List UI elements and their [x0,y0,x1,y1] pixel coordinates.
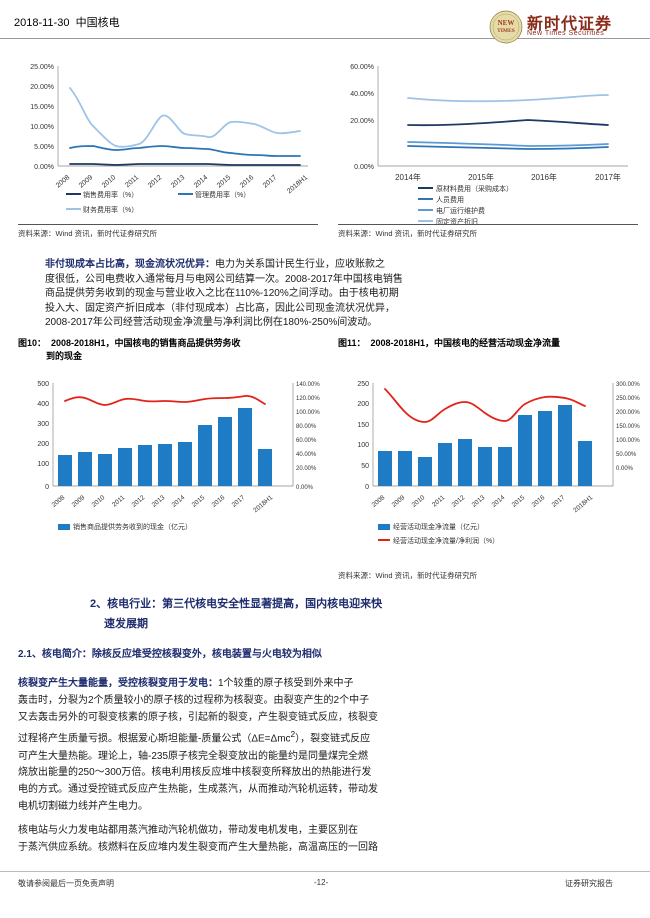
svg-text:电厂运行维护费: 电厂运行维护费 [436,206,485,215]
svg-text:2017: 2017 [231,494,247,509]
svg-text:2011: 2011 [431,494,447,509]
svg-text:40.00%: 40.00% [350,91,374,98]
svg-text:200.00%: 200.00% [616,410,640,416]
svg-text:5.00%: 5.00% [34,144,54,151]
svg-text:2012: 2012 [147,174,164,189]
svg-text:250: 250 [357,381,369,388]
svg-text:2011: 2011 [111,494,127,509]
svg-text:经营活动现金净流量/净利润（%）: 经营活动现金净流量/净利润（%） [393,536,499,545]
svg-text:原材料费用（采购成本）: 原材料费用（采购成本） [436,184,513,193]
svg-text:80.00%: 80.00% [296,424,317,430]
svg-text:2015: 2015 [191,494,207,509]
svg-text:2018H1: 2018H1 [286,174,309,195]
svg-text:2015年: 2015年 [468,172,494,182]
svg-text:经营活动现金净流量（亿元）: 经营活动现金净流量（亿元） [393,522,484,531]
svg-text:100.00%: 100.00% [616,438,640,444]
svg-text:50.00%: 50.00% [616,452,637,458]
svg-text:200: 200 [357,401,369,408]
svg-text:15.00%: 15.00% [30,104,54,111]
svg-text:0.00%: 0.00% [616,466,634,472]
svg-text:2011: 2011 [124,174,140,189]
svg-text:140.00%: 140.00% [296,382,320,388]
svg-text:20.00%: 20.00% [350,118,374,125]
svg-text:10.00%: 10.00% [30,124,54,131]
svg-text:50: 50 [361,463,369,470]
svg-text:40.00%: 40.00% [296,452,317,458]
svg-text:0: 0 [45,484,49,491]
svg-text:2013: 2013 [170,174,187,189]
svg-text:300.00%: 300.00% [616,382,640,388]
svg-text:25.00%: 25.00% [30,64,54,71]
svg-text:100.00%: 100.00% [296,410,320,416]
svg-text:2016: 2016 [531,494,547,509]
svg-text:2010: 2010 [101,174,118,189]
svg-text:300: 300 [37,421,49,428]
svg-text:2009: 2009 [391,494,407,509]
svg-text:20.00%: 20.00% [296,466,317,472]
svg-text:0.00%: 0.00% [34,164,54,171]
svg-text:财务费用率（%）: 财务费用率（%） [83,205,138,214]
svg-text:2017年: 2017年 [595,172,621,182]
svg-text:2016: 2016 [211,494,227,509]
svg-text:20.00%: 20.00% [30,84,54,91]
svg-text:2018H1: 2018H1 [252,494,274,514]
svg-text:500: 500 [37,381,49,388]
svg-text:100: 100 [357,442,369,449]
svg-text:60.00%: 60.00% [350,64,374,71]
svg-text:2014: 2014 [171,494,187,509]
svg-text:2013: 2013 [471,494,487,509]
svg-text:2010: 2010 [411,494,427,509]
svg-text:2009: 2009 [78,174,95,189]
svg-text:2014: 2014 [491,494,507,509]
svg-text:2014: 2014 [193,174,210,189]
svg-text:销售费用率（%）: 销售费用率（%） [83,190,138,199]
svg-text:150: 150 [357,422,369,429]
svg-text:TIMES: TIMES [497,28,515,34]
svg-text:2008: 2008 [51,494,67,509]
svg-text:150.00%: 150.00% [616,424,640,430]
svg-text:销售商品提供劳务收到的现金（亿元）: 销售商品提供劳务收到的现金（亿元） [73,522,192,531]
svg-text:250.00%: 250.00% [616,396,640,402]
svg-text:120.00%: 120.00% [296,396,320,402]
svg-text:2017: 2017 [551,494,567,509]
svg-text:400: 400 [37,401,49,408]
svg-text:2015: 2015 [511,494,527,509]
svg-text:2015: 2015 [216,174,233,189]
svg-text:0.00%: 0.00% [296,485,314,491]
svg-text:2016: 2016 [239,174,256,189]
svg-text:2012: 2012 [451,494,467,509]
svg-text:0.00%: 0.00% [354,164,374,171]
svg-text:100: 100 [37,461,49,468]
svg-text:2014年: 2014年 [395,172,421,182]
svg-text:2016年: 2016年 [531,172,557,182]
svg-text:2018H1: 2018H1 [572,494,594,514]
svg-text:2017: 2017 [262,174,279,189]
svg-text:2013: 2013 [151,494,167,509]
svg-text:0: 0 [365,484,369,491]
svg-text:人员费用: 人员费用 [436,195,464,204]
svg-text:2012: 2012 [131,494,147,509]
svg-text:2008: 2008 [371,494,387,509]
svg-text:200: 200 [37,441,49,448]
svg-text:2008: 2008 [55,174,72,189]
svg-text:2009: 2009 [71,494,87,509]
svg-text:60.00%: 60.00% [296,438,317,444]
svg-text:2010: 2010 [91,494,107,509]
svg-text:管理费用率（%）: 管理费用率（%） [195,190,250,199]
svg-text:NEW: NEW [498,19,515,27]
